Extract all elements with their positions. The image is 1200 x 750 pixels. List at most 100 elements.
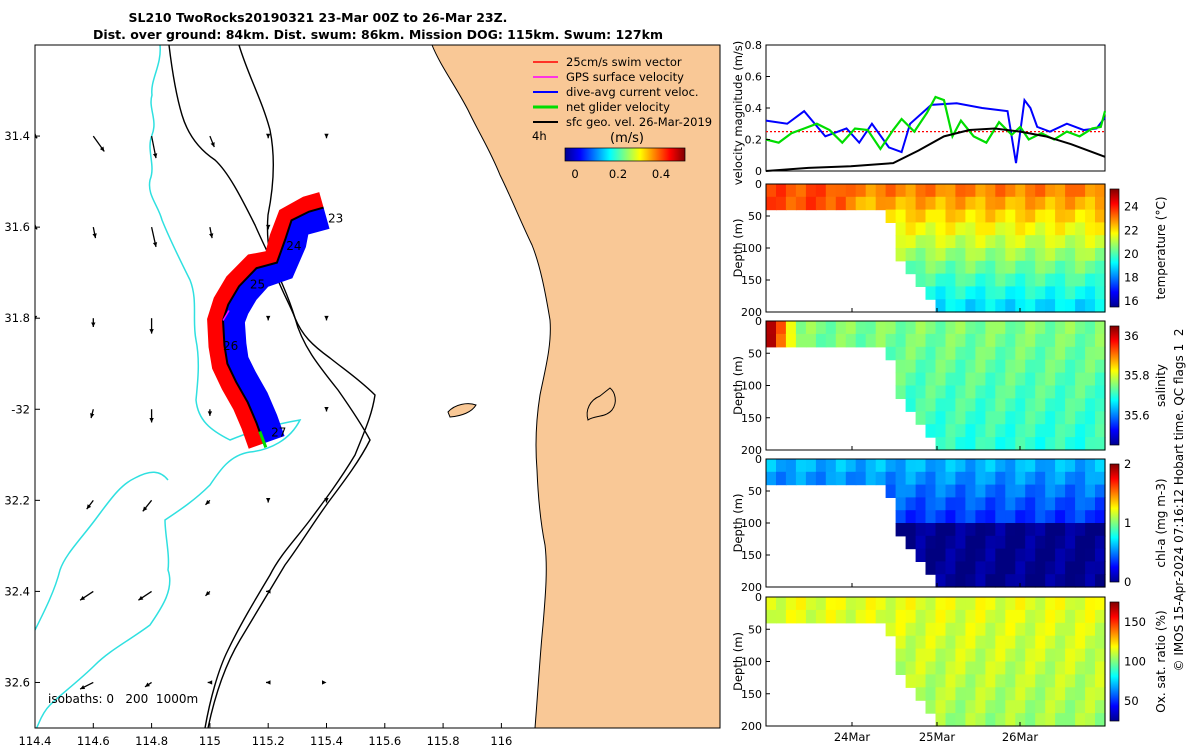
section-cell bbox=[935, 359, 947, 374]
section-cell bbox=[975, 459, 986, 473]
section-cell bbox=[1045, 523, 1056, 537]
depth-tick-label: 200 bbox=[741, 581, 762, 594]
section-cell bbox=[955, 561, 966, 575]
section-cell bbox=[985, 235, 996, 249]
section-cell bbox=[965, 424, 976, 438]
section-cell bbox=[1065, 184, 1076, 198]
section-cell bbox=[985, 548, 996, 562]
section-cell bbox=[915, 661, 927, 675]
section-cell bbox=[925, 235, 937, 249]
section-cell bbox=[955, 484, 966, 498]
section-cell bbox=[1095, 398, 1106, 412]
section-cell bbox=[1035, 700, 1046, 714]
section-cell bbox=[1065, 687, 1076, 701]
section-cell bbox=[1045, 497, 1056, 511]
section-cell bbox=[975, 635, 986, 650]
section-cell bbox=[905, 648, 917, 663]
section-cell bbox=[895, 484, 907, 498]
section-cell bbox=[875, 333, 887, 348]
section-cell bbox=[1095, 372, 1106, 387]
section-cell bbox=[805, 321, 817, 335]
section-cell bbox=[1015, 286, 1026, 300]
section-cell bbox=[925, 333, 937, 348]
section-cell bbox=[1055, 346, 1066, 361]
section-cell bbox=[1075, 286, 1086, 300]
section-cell bbox=[955, 359, 966, 374]
section-cell bbox=[975, 548, 986, 562]
colorbar-tick-label: 150 bbox=[1124, 615, 1146, 629]
section-cell bbox=[1045, 385, 1056, 399]
section-cell bbox=[1025, 398, 1036, 412]
depth-tick-label: 100 bbox=[741, 380, 762, 393]
section-cell bbox=[1005, 222, 1016, 236]
section-cell bbox=[1075, 248, 1086, 262]
section-cell bbox=[1005, 574, 1016, 588]
section-cell bbox=[1065, 548, 1076, 562]
section-cell bbox=[1075, 184, 1086, 198]
section-cell bbox=[895, 372, 907, 387]
section-cell bbox=[935, 597, 947, 611]
section-cell bbox=[925, 260, 937, 275]
section-cell bbox=[1045, 574, 1056, 588]
section-cell bbox=[1045, 609, 1056, 624]
legend-units: (m/s) bbox=[610, 131, 644, 146]
section-cell bbox=[905, 209, 917, 223]
section-cell bbox=[925, 209, 937, 223]
section-cell bbox=[1095, 471, 1106, 486]
section-cell bbox=[965, 622, 976, 637]
section-cell bbox=[945, 333, 957, 348]
section-cell bbox=[975, 411, 986, 425]
sfc-geo-vector-head bbox=[152, 153, 158, 159]
section-cell bbox=[975, 561, 986, 575]
section-cell bbox=[1095, 196, 1106, 211]
section-cell bbox=[915, 184, 927, 198]
section-cell bbox=[1045, 411, 1056, 425]
section-cell bbox=[975, 713, 986, 727]
section-cell bbox=[1035, 548, 1046, 562]
section-cell bbox=[965, 700, 976, 714]
section-cell bbox=[975, 359, 986, 374]
map-x-tick-label: 114.8 bbox=[135, 734, 168, 748]
section-cell bbox=[1035, 196, 1046, 211]
section-cell bbox=[1025, 635, 1036, 650]
section-cell bbox=[815, 333, 827, 348]
section-cell bbox=[1025, 535, 1036, 550]
section-cell bbox=[1055, 674, 1066, 688]
section-cell bbox=[1085, 661, 1096, 675]
depth-tick-label: 100 bbox=[741, 242, 762, 255]
section-cell bbox=[1085, 609, 1096, 624]
section-cell bbox=[1055, 597, 1066, 611]
section-cell bbox=[766, 321, 777, 335]
section-cell bbox=[995, 321, 1006, 335]
section-cell bbox=[1005, 235, 1016, 249]
section-cell bbox=[885, 597, 897, 611]
section-cell bbox=[1045, 398, 1056, 412]
sfc-geo-vector-head bbox=[265, 589, 271, 594]
depth-axis-label: Depth (m) bbox=[731, 494, 745, 553]
section-cell bbox=[965, 299, 976, 313]
section-cell bbox=[985, 459, 996, 473]
section-cell bbox=[1055, 359, 1066, 374]
section-cell bbox=[1015, 471, 1026, 486]
section-cell bbox=[1065, 510, 1076, 524]
section-cell bbox=[1005, 184, 1016, 198]
section-cell bbox=[915, 321, 927, 335]
depth-tick-label: 50 bbox=[748, 347, 762, 360]
colorbar-tick-label: 35.8 bbox=[1124, 369, 1150, 383]
section-cell bbox=[995, 235, 1006, 249]
section-cell bbox=[1015, 687, 1026, 701]
section-cell bbox=[1095, 359, 1106, 374]
section-cell bbox=[925, 661, 937, 675]
section-cell bbox=[925, 648, 937, 663]
section-cell bbox=[835, 597, 847, 611]
section-cell bbox=[995, 523, 1006, 537]
colorbar-tick-label: 1 bbox=[1124, 516, 1131, 530]
velocity-ylabel: velocity magnitude (m/s) bbox=[731, 41, 745, 186]
section-cell bbox=[935, 635, 947, 650]
section-cell bbox=[835, 471, 847, 486]
section-cell bbox=[1095, 424, 1106, 438]
section-cell bbox=[885, 346, 897, 361]
section-cell bbox=[975, 574, 986, 588]
section-cell bbox=[975, 471, 986, 486]
section-cell bbox=[995, 609, 1006, 624]
